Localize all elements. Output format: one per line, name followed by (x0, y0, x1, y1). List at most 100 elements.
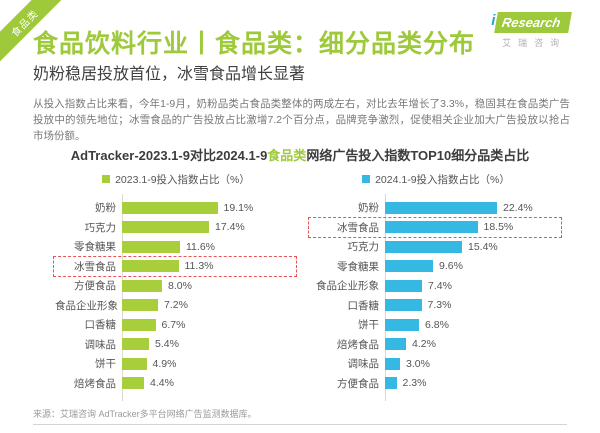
category-label: 奶粉 (358, 202, 379, 215)
source-note: 来源：艾瑞咨询 AdTracker多平台网络广告监测数据库。 (33, 409, 257, 419)
axis-line (122, 194, 123, 401)
value-label: 4.2% (412, 338, 436, 351)
chart-row: 焙烤食品 4.2% (310, 335, 562, 355)
bar (122, 221, 209, 234)
legend-label: 2024.1-9投入指数占比（%） (375, 173, 510, 186)
chart-panel-2024: 2024.1-9投入指数占比（%） 奶粉 22.4% 冰雪食品 18.5% 巧克力 15.… (308, 172, 562, 401)
category-label: 饼干 (95, 358, 116, 371)
logo-i-glyph: i (491, 12, 496, 29)
chart-row: 食品企业形象 7.2% (55, 296, 297, 316)
chart-row: 奶粉 22.4% (310, 198, 562, 218)
value-label: 7.3% (427, 299, 452, 312)
chart-row: 冰雪食品 11.3% (53, 255, 297, 277)
value-label: 15.4% (468, 240, 498, 253)
category-label: 食品企业形象 (55, 299, 118, 312)
value-label: 7.4% (428, 279, 452, 292)
value-label: 2.3% (402, 377, 427, 390)
category-label: 方便食品 (337, 377, 379, 390)
page-subtitle: 奶粉稳居投放首位，冰雪食品增长显著 (33, 66, 306, 83)
intro-paragraph: 从投入指数占比来看，今年1-9月，奶粉品类占食品类整体的两成左右，对比去年增长了… (33, 98, 570, 142)
chart-row: 食品企业形象 7.4% (310, 276, 562, 296)
legend-2023: 2023.1-9投入指数占比（%） (55, 172, 297, 186)
bar (122, 299, 158, 312)
logo-mark: i Research (491, 12, 572, 33)
logo-company-name: 艾瑞咨询 (502, 38, 567, 48)
chart-row: 调味品 5.4% (55, 335, 297, 355)
legend-label: 2023.1-9投入指数占比（%） (115, 173, 250, 186)
chart-row: 口香糖 7.3% (310, 296, 562, 316)
category-label: 饼干 (358, 319, 379, 332)
chart-row: 巧克力 17.4% (55, 218, 297, 238)
rows: 奶粉 22.4% 冰雪食品 18.5% 巧克力 15.4% 零食糖果 9.6% 食品企业形象 7.… (308, 194, 562, 401)
value-label: 9.6% (439, 260, 463, 273)
chart-title: AdTracker-2023.1-9对比2024.1-9食品类网络广告投入指数T… (0, 145, 600, 164)
chart-row: 奶粉 19.1% (55, 198, 297, 218)
bar (385, 318, 419, 331)
value-label: 4.4% (150, 377, 174, 390)
value-label: 18.5% (483, 221, 514, 234)
category-label: 调味品 (84, 338, 117, 351)
value-label: 19.1% (223, 201, 254, 214)
chart-row: 饼干 6.8% (310, 315, 562, 335)
category-label: 零食糖果 (337, 260, 379, 273)
chart-row: 饼干 4.9% (55, 354, 297, 374)
chart-title-prefix: AdTracker-2023.1-9对比2024.1-9 (70, 148, 268, 163)
chart-row: 方便食品 2.3% (310, 374, 562, 394)
chart-title-suffix: 网络广告投入指数TOP10细分品类占比 (306, 148, 530, 163)
chart-row: 巧克力 15.4% (310, 237, 562, 257)
value-label: 11.6% (186, 240, 215, 253)
rows: 奶粉 19.1% 巧克力 17.4% 零食糖果 11.6% 冰雪食品 11.3% 方便食品 8.0… (53, 194, 297, 401)
bar (385, 377, 397, 390)
category-label: 方便食品 (74, 280, 116, 293)
footer-divider (33, 424, 567, 425)
bar (122, 377, 144, 390)
value-label: 3.0% (406, 357, 430, 370)
legend-2024: 2024.1-9投入指数占比（%） (310, 172, 562, 186)
value-label: 11.3% (184, 260, 214, 273)
chart-row: 零食糖果 9.6% (310, 257, 562, 277)
axis-line (385, 194, 386, 401)
chart-row: 口香糖 6.7% (55, 315, 297, 335)
value-label: 17.4% (215, 221, 245, 234)
bar (385, 299, 422, 312)
bar (122, 201, 218, 214)
page-title: 食品饮料行业丨食品类：细分品类分布 (33, 30, 476, 58)
bar (385, 279, 422, 292)
bar (122, 279, 162, 292)
category-label: 焙烤食品 (74, 377, 116, 390)
bar (385, 260, 433, 273)
logo-brand-text: Research (494, 12, 572, 33)
bar (385, 338, 406, 351)
category-label: 奶粉 (95, 202, 116, 215)
category-label: 口香糖 (84, 319, 117, 332)
bar (122, 318, 156, 331)
category-label: 巧克力 (84, 221, 117, 234)
value-label: 7.2% (164, 299, 188, 312)
category-label: 冰雪食品 (337, 221, 379, 234)
chart-title-accent: 食品类 (267, 148, 307, 163)
bar (122, 357, 147, 370)
chart-row: 冰雪食品 18.5% (308, 216, 562, 238)
value-label: 22.4% (503, 201, 533, 214)
value-label: 6.8% (425, 318, 449, 331)
value-label: 6.7% (161, 318, 186, 331)
legend-swatch (362, 175, 371, 183)
bar (122, 260, 179, 273)
bar (385, 221, 478, 234)
category-label: 食品企业形象 (316, 280, 379, 293)
value-label: 4.9% (152, 357, 177, 370)
bar (122, 240, 180, 253)
bar (385, 357, 400, 370)
value-label: 5.4% (155, 338, 179, 351)
chart-panel-2023: 2023.1-9投入指数占比（%） 奶粉 19.1% 巧克力 17.4% 零食糖果 11.… (53, 172, 297, 401)
category-label: 口香糖 (347, 299, 380, 312)
chart-row: 焙烤食品 4.4% (55, 374, 297, 394)
category-label: 冰雪食品 (74, 260, 116, 273)
legend-swatch (102, 175, 111, 183)
category-label: 焙烤食品 (337, 338, 379, 351)
bar (385, 201, 497, 214)
chart-row: 方便食品 8.0% (55, 276, 297, 296)
chart-row: 调味品 3.0% (310, 354, 562, 374)
value-label: 8.0% (168, 279, 192, 292)
